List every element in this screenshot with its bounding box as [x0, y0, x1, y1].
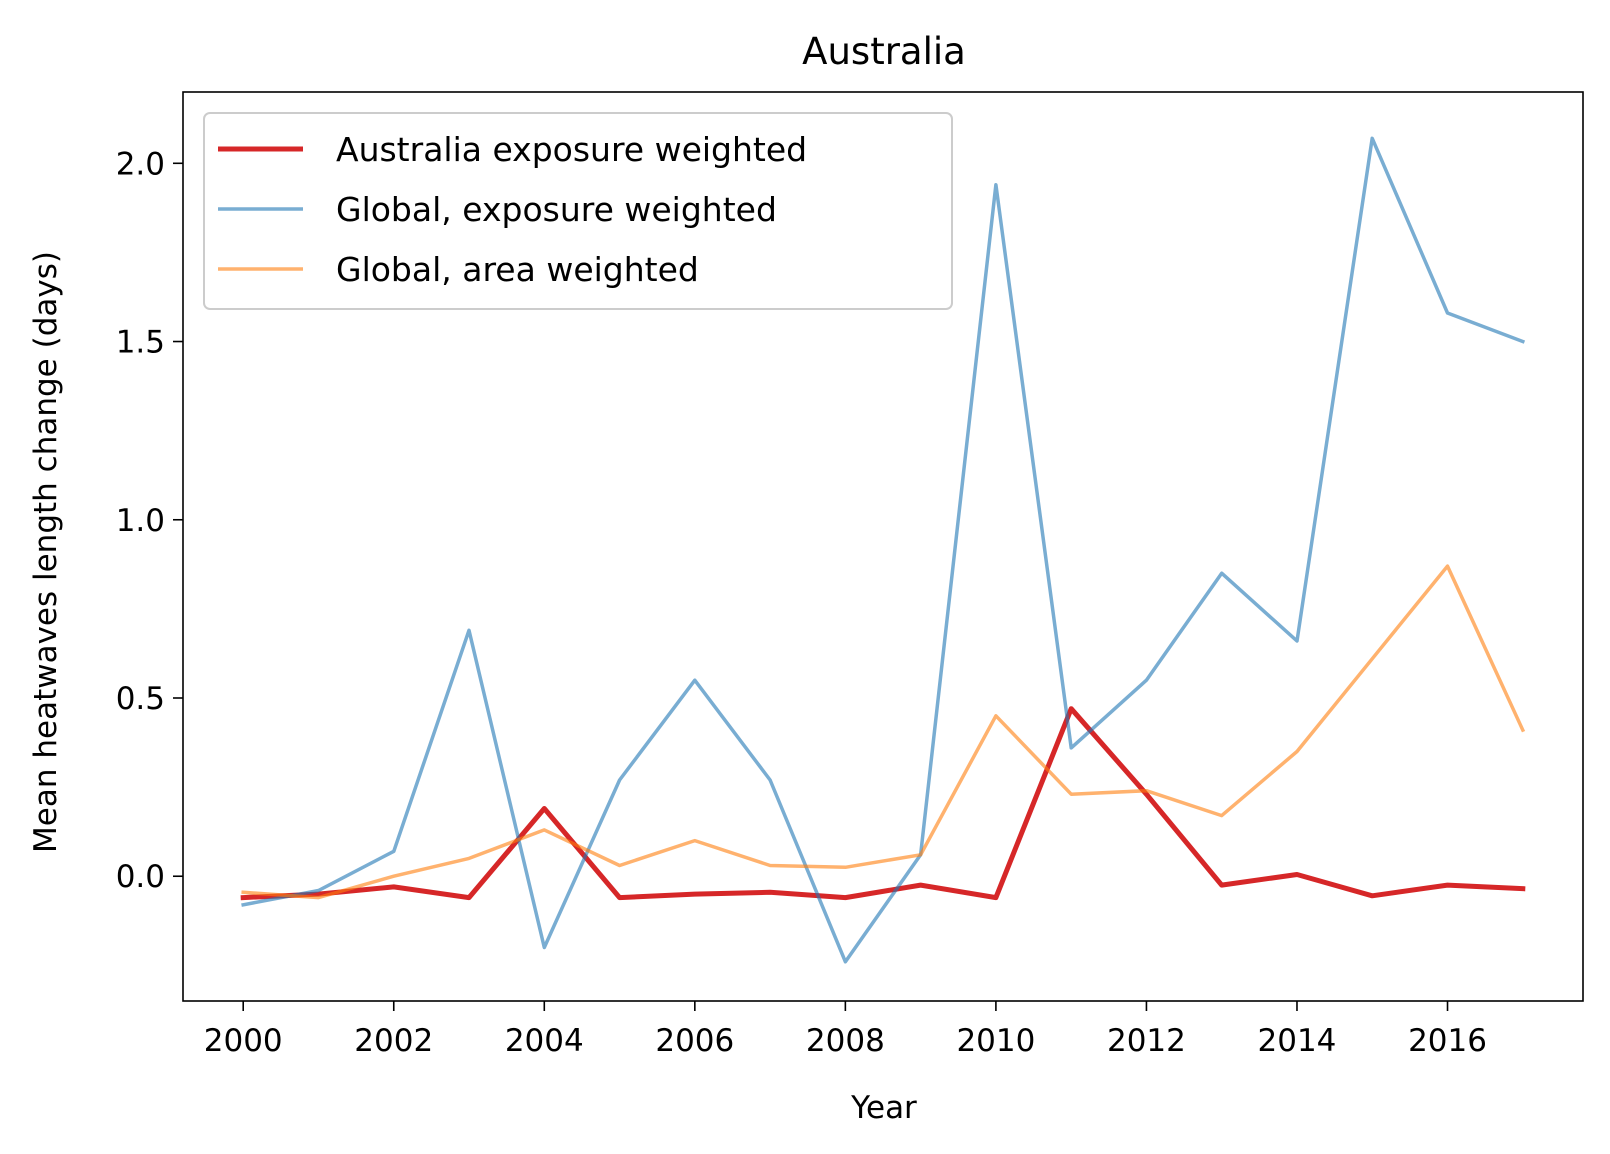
x-axis: 2000 2002 2004 2006 2008 2010 2012 2014 2016 [204, 1001, 1487, 1059]
legend: Australia exposure weighted Global, expos… [203, 112, 953, 310]
series-layer [240, 136, 1526, 964]
legend-label: Global, area weighted [336, 250, 699, 289]
x-tick-label: 2014 [1258, 1023, 1337, 1059]
y-axis: 0.0 0.5 1.0 1.5 2.0 [116, 146, 183, 895]
y-axis-label: Mean heatwaves length change (days) [28, 251, 64, 853]
x-tick-label: 2000 [204, 1023, 283, 1059]
x-axis-label: Year [850, 1090, 917, 1126]
y-tick-label: 0.5 [116, 681, 165, 717]
legend-label: Global, exposure weighted [336, 190, 777, 229]
y-tick-label: 1.5 [116, 325, 165, 361]
chart-title: Australia [802, 30, 966, 73]
y-tick-label: 1.0 [116, 503, 165, 539]
series-line-global-area-weighted [241, 564, 1526, 900]
x-tick-label: 2002 [354, 1023, 433, 1059]
series-line-global-exposure-weighted [241, 136, 1526, 964]
x-tick-label: 2016 [1408, 1023, 1487, 1059]
x-tick-label: 2012 [1107, 1023, 1186, 1059]
x-tick-label: 2008 [806, 1023, 885, 1059]
x-tick-label: 2010 [956, 1023, 1035, 1059]
legend-label: Australia exposure weighted [336, 130, 807, 169]
legend-box [203, 112, 953, 310]
y-tick-label: 2.0 [116, 146, 165, 182]
x-tick-label: 2006 [655, 1023, 734, 1059]
plot-frame [182, 91, 1584, 1002]
x-tick-label: 2004 [505, 1023, 584, 1059]
series-line-australia-exposure-weighted [240, 706, 1526, 901]
y-tick-label: 0.0 [116, 859, 165, 895]
